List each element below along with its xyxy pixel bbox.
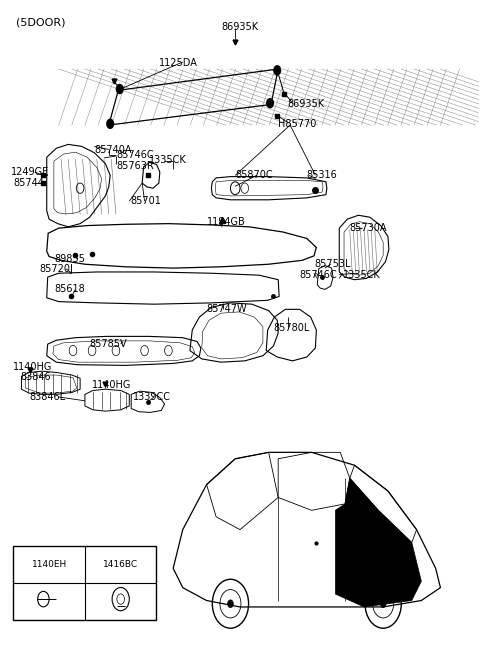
Text: 85763R: 85763R [116, 160, 154, 171]
Text: 85701: 85701 [130, 196, 161, 206]
Text: 85720J: 85720J [39, 264, 73, 274]
Text: 85740A: 85740A [95, 144, 132, 155]
Text: 86935K: 86935K [288, 100, 325, 109]
Text: 85753L: 85753L [314, 259, 350, 269]
Text: 89855: 89855 [54, 254, 85, 264]
Circle shape [228, 600, 233, 608]
Text: 1125DA: 1125DA [159, 58, 198, 67]
Polygon shape [336, 478, 421, 607]
Text: 1140HG: 1140HG [13, 362, 53, 372]
Bar [13, 546, 156, 620]
Circle shape [274, 66, 281, 75]
Text: 85730A: 85730A [350, 223, 387, 233]
Text: 85870C: 85870C [235, 170, 273, 181]
Text: 85744: 85744 [13, 178, 44, 188]
Text: 1194GB: 1194GB [206, 217, 245, 226]
Text: 85780L: 85780L [274, 323, 310, 333]
Text: 85746C: 85746C [116, 149, 154, 160]
Text: 83846L: 83846L [29, 392, 65, 402]
Text: 1335CK: 1335CK [343, 270, 380, 280]
Text: 1339CC: 1339CC [132, 392, 170, 402]
Text: 1335CK: 1335CK [149, 155, 187, 165]
Text: 1416BC: 1416BC [103, 560, 138, 569]
Text: (5DOOR): (5DOOR) [16, 17, 65, 27]
Text: 85747W: 85747W [206, 304, 247, 314]
Text: 1140HG: 1140HG [92, 380, 132, 390]
Circle shape [267, 98, 274, 107]
Text: 1249GE: 1249GE [11, 167, 49, 177]
Text: 85785V: 85785V [90, 339, 127, 349]
Text: 86935K: 86935K [221, 22, 259, 32]
Text: 1140EH: 1140EH [32, 560, 67, 569]
Text: 85746C: 85746C [300, 270, 337, 280]
Circle shape [116, 85, 123, 94]
Circle shape [380, 600, 386, 608]
Circle shape [107, 119, 114, 128]
Text: 85316: 85316 [307, 170, 337, 181]
Text: 83846: 83846 [21, 372, 51, 382]
Text: 85618: 85618 [54, 284, 84, 294]
Text: H85770: H85770 [278, 119, 316, 129]
